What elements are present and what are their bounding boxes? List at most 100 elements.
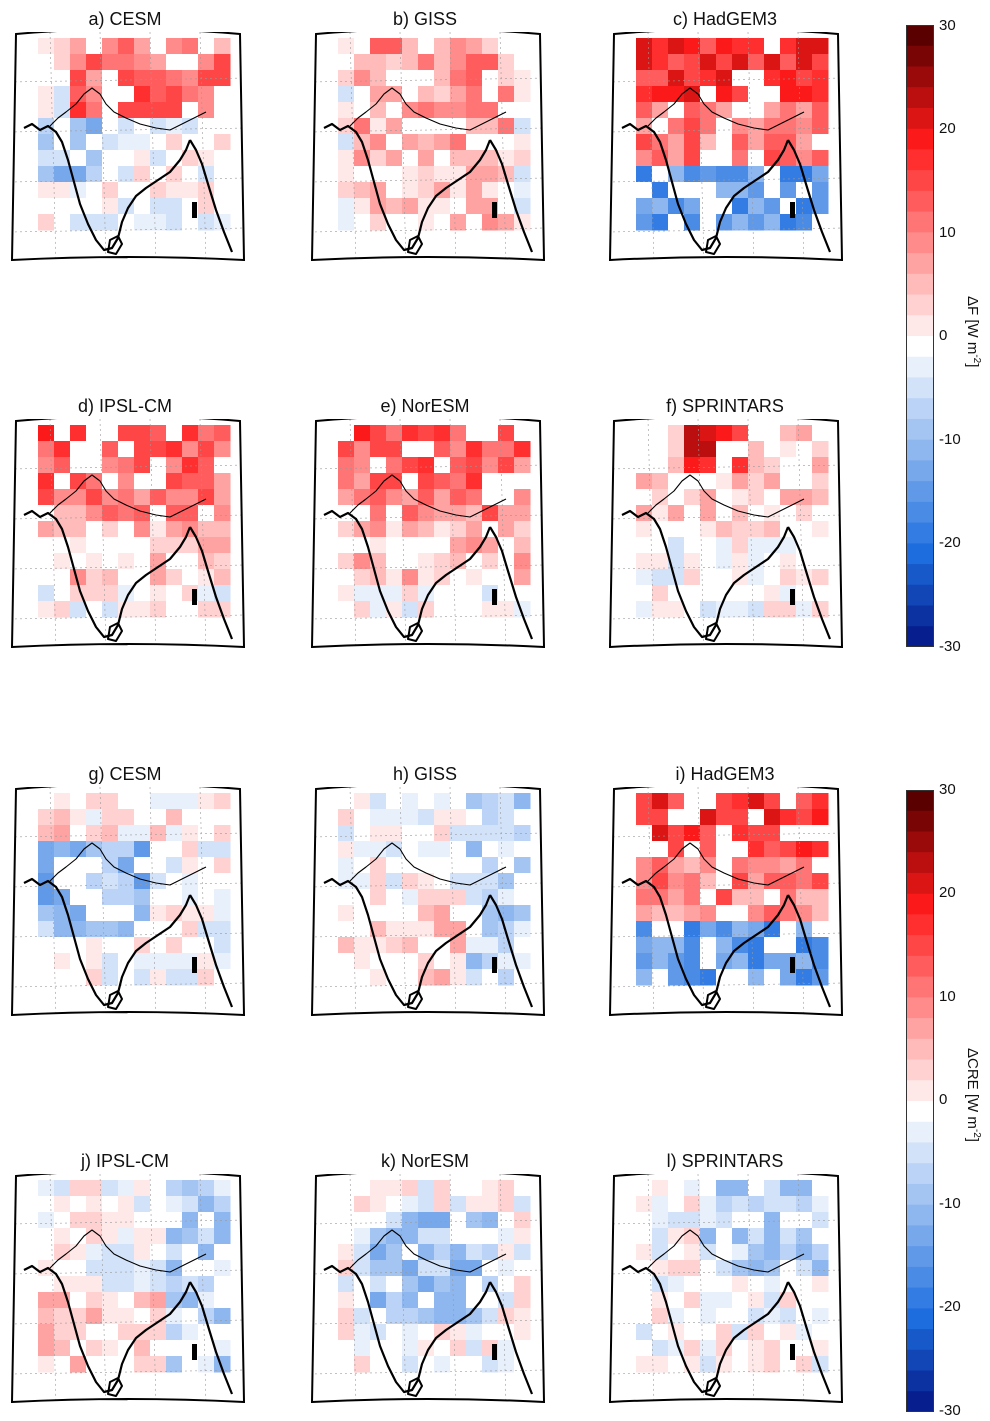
- grid-cell: [796, 1196, 813, 1213]
- grid-cell: [70, 873, 87, 890]
- grid-cell: [434, 585, 451, 602]
- grid-cell: [684, 70, 701, 87]
- grid-cell: [732, 457, 749, 474]
- grid-cell: [54, 921, 71, 938]
- grid-cell: [418, 1276, 435, 1293]
- grid-cell: [716, 214, 733, 231]
- grid-cell: [370, 969, 387, 986]
- grid-cell: [716, 841, 733, 858]
- grid-cell: [684, 118, 701, 135]
- grid-cell: [150, 1356, 167, 1373]
- grid-cell: [796, 825, 813, 842]
- grid-cell: [636, 457, 653, 474]
- grid-cell: [668, 1196, 685, 1213]
- grid-cell: [700, 857, 717, 874]
- grid-cell: [748, 134, 765, 151]
- grid-cell: [86, 1180, 103, 1197]
- grid-cell: [150, 1340, 167, 1357]
- grid-cell: [796, 969, 813, 986]
- grid-cell: [780, 841, 797, 858]
- colorbar-segment: [906, 872, 934, 895]
- grid-cell: [684, 134, 701, 151]
- grid-cell: [732, 134, 749, 151]
- coastline: [705, 1377, 721, 1397]
- grid-cell: [370, 537, 387, 554]
- graticule-line: [610, 1369, 842, 1375]
- colorbar-bottom-tick: 30: [939, 781, 956, 798]
- grid-cell: [134, 102, 151, 119]
- grid-cell: [134, 841, 151, 858]
- grid-cell: [466, 809, 483, 826]
- grid-cell: [700, 1228, 717, 1245]
- colorbar-segment: [906, 1246, 934, 1268]
- grid-cell: [166, 54, 183, 71]
- graticule-line: [747, 32, 755, 260]
- grid-cell: [732, 601, 749, 618]
- grid-cell: [86, 553, 103, 570]
- grid-cell: [402, 441, 419, 458]
- grid-cell: [38, 473, 55, 490]
- grid-cell: [86, 70, 103, 87]
- grid-cell: [748, 489, 765, 506]
- grid-cell: [668, 118, 685, 135]
- grid-cell: [118, 1196, 135, 1213]
- grid-cell: [684, 505, 701, 522]
- grid-cell: [780, 1212, 797, 1229]
- colorbar-segment: [906, 1038, 934, 1061]
- map-panel-j: [10, 1174, 246, 1404]
- grid-cell: [118, 905, 135, 922]
- graticule-line: [12, 1369, 244, 1375]
- grid-cell: [386, 38, 403, 55]
- grid-cell: [716, 921, 733, 938]
- grid-cell: [812, 937, 829, 954]
- grid-cell: [198, 1180, 215, 1197]
- colorbar-segment: [906, 273, 934, 296]
- grid-cell: [38, 569, 55, 586]
- colorbar-top-label-exp: -2: [971, 354, 982, 364]
- map-panel-h: [310, 787, 546, 1017]
- grid-cell: [700, 553, 717, 570]
- grid-cell: [134, 457, 151, 474]
- grid-cell: [370, 473, 387, 490]
- grid-cell: [182, 937, 199, 954]
- grid-cell: [38, 457, 55, 474]
- colorbar-bottom-label-exp: -2: [971, 1128, 982, 1138]
- grid-cell: [166, 489, 183, 506]
- colorbar-segment: [906, 1101, 934, 1123]
- grid-cell: [780, 54, 797, 71]
- grid-cell: [354, 86, 371, 103]
- grid-cell: [732, 1228, 749, 1245]
- colorbar-segment: [906, 1225, 934, 1247]
- grid-cell: [386, 1228, 403, 1245]
- graticule-line: [312, 882, 544, 888]
- grid-cell: [370, 873, 387, 890]
- grid-cell: [434, 1260, 451, 1277]
- grid-cell: [764, 505, 781, 522]
- grid-cell: [636, 1340, 653, 1357]
- grid-cell: [118, 1324, 135, 1341]
- grid-cell: [684, 198, 701, 215]
- colorbar-top-label-end: ]: [964, 363, 981, 368]
- grid-cell: [38, 54, 55, 71]
- grid-cell: [38, 150, 55, 167]
- grid-cell: [166, 889, 183, 906]
- colorbar-segment: [906, 356, 934, 378]
- grid-cell: [86, 505, 103, 522]
- grid-cell: [338, 825, 355, 842]
- grid-cell: [70, 1212, 87, 1229]
- grid-cell: [450, 489, 467, 506]
- grid-cell: [684, 921, 701, 938]
- grid-cell: [700, 1180, 717, 1197]
- grid-cell: [764, 102, 781, 119]
- grid-cell: [700, 1276, 717, 1293]
- grid-cell: [214, 825, 231, 842]
- grid-cell: [354, 38, 371, 55]
- colorbar-segment: [906, 398, 934, 420]
- grid-cell: [166, 86, 183, 103]
- grid-cell: [466, 54, 483, 71]
- grid-cell: [812, 70, 829, 87]
- grid-cell: [418, 1212, 435, 1229]
- coastline: [407, 990, 423, 1010]
- grid-cell: [86, 921, 103, 938]
- grid-cell: [198, 70, 215, 87]
